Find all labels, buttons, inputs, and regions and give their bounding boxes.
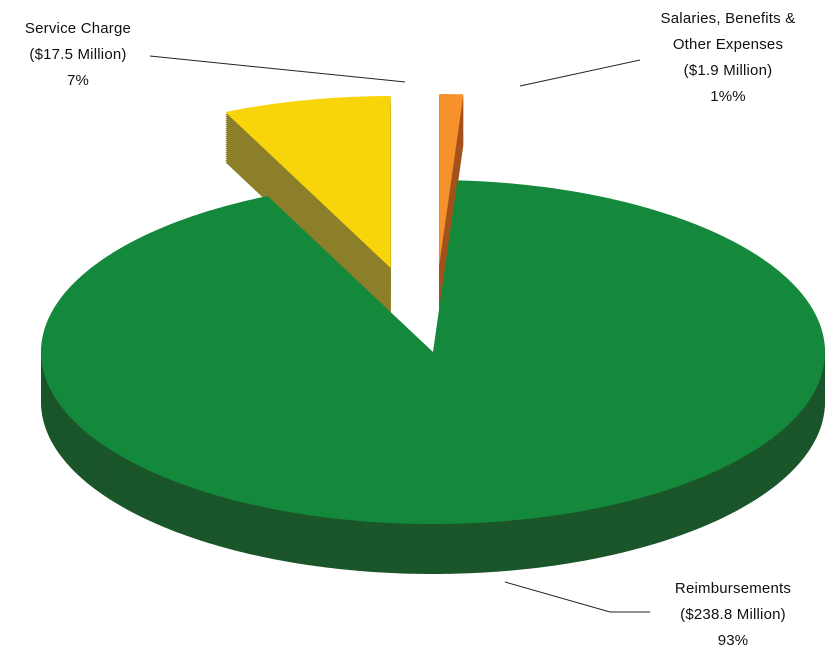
label-amount: ($238.8 Million) [680, 606, 786, 623]
pie-slice [439, 94, 464, 267]
label-amount: ($1.9 Million) [683, 62, 773, 79]
pie-slice [41, 180, 825, 524]
pie-slice [225, 96, 391, 269]
label-category: Reimbursements [674, 580, 792, 597]
label-percent: 7% [66, 72, 90, 89]
leader-line [519, 59, 641, 87]
leader-line [149, 55, 406, 83]
slice-label: Salaries, Benefits & Other Expenses ($1.9… [630, 6, 826, 110]
label-category: Salaries, Benefits & Other Expenses [660, 10, 796, 53]
label-category: Service Charge [24, 20, 132, 37]
label-percent: 93% [717, 632, 749, 649]
slice-label: Service Charge ($17.5 Million) 7% [0, 16, 178, 94]
label-amount: ($17.5 Million) [29, 46, 127, 63]
slice-label: Reimbursements ($238.8 Million) 93% [633, 576, 826, 654]
leader-line [504, 581, 650, 613]
label-percent: 1%% [710, 88, 746, 105]
